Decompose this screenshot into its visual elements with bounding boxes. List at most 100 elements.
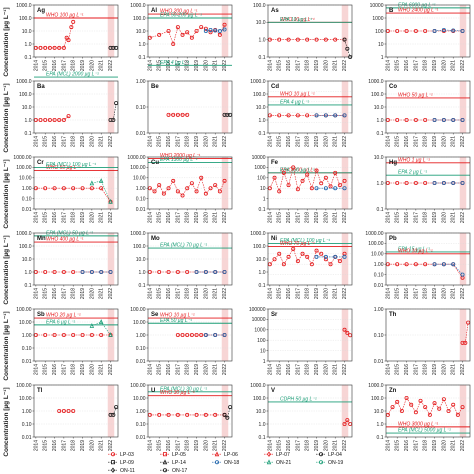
plot-area [268, 233, 352, 285]
x-tick-label: 2019 [80, 364, 86, 375]
legend-label: ON-21 [276, 460, 291, 466]
y-tick-label: 1.0 [139, 42, 146, 48]
y-tick-label: 100 [257, 338, 266, 344]
guideline-label: WHO 10 µg L⁻¹ [280, 91, 315, 97]
data-point-lp-03 [185, 186, 190, 191]
data-point-lp-03 [180, 193, 185, 198]
data-point-lp-03 [295, 113, 300, 118]
x-tick-label: 2019 [432, 288, 438, 299]
x-tick-label: 2016 [286, 212, 292, 223]
data-point-lp-03 [38, 118, 43, 123]
data-point-lp-03 [199, 332, 204, 337]
panel-label: V [271, 388, 275, 394]
data-point-on-18 [432, 28, 437, 33]
x-tick-label: 2022 [460, 288, 466, 299]
y-tick-label: 10000 [252, 317, 266, 323]
x-tick-label: 2014 [147, 212, 153, 223]
x-tick-label: 2020 [323, 440, 329, 451]
data-point-lp-04 [222, 112, 227, 117]
x-tick-label: 2022 [342, 440, 348, 451]
data-point-on-21 [108, 332, 113, 338]
data-point-lp-03 [222, 178, 227, 183]
x-tick-label: 2020 [323, 60, 329, 71]
y-tick-label: 1000.00 [13, 155, 31, 161]
guideline-label: EPA 6 µg L⁻¹ [46, 319, 75, 325]
x-tick-label: 2015 [157, 440, 163, 451]
x-tick-label: 2016 [166, 212, 172, 223]
x-tick-label: 2021 [213, 136, 219, 147]
data-point-lp-03 [395, 28, 400, 33]
y-axis-label-row-3: Concentration [µg L⁻¹] [3, 159, 10, 228]
x-tick-label: 2021 [333, 364, 339, 375]
x-tick-label: 2022 [460, 440, 466, 451]
x-tick-label: 2017 [413, 136, 419, 147]
panel-frame [33, 80, 119, 134]
guideline-label: EPA (MCL) 30 µg L⁻¹ [160, 386, 208, 392]
data-point-lp-03 [175, 332, 180, 337]
panel-frame [267, 4, 353, 58]
y-tick-label: 10.0 [22, 257, 32, 263]
x-tick-label: 2014 [267, 212, 273, 223]
guideline-label: EPA 2 µg L⁻¹ [398, 170, 427, 176]
guideline-label: EPA 10 µg L⁻¹ [280, 17, 312, 23]
x-tick-label: 2014 [385, 288, 391, 299]
y-tick-label: 1000 [372, 16, 383, 22]
x-tick-label: 2019 [80, 288, 86, 299]
series-line-on-18 [434, 29, 463, 32]
y-tick-label: 10.0 [374, 105, 384, 111]
y-tick-label: 1000.0 [368, 79, 384, 85]
panel-label: Ag [37, 8, 45, 14]
x-tick-label: 2019 [432, 60, 438, 71]
x-tick-label: 2018 [305, 212, 311, 223]
data-point-lp-03 [61, 408, 66, 413]
x-tick-label: 2021 [333, 136, 339, 147]
x-tick-label: 2018 [71, 212, 77, 223]
x-tick-label: 2016 [286, 136, 292, 147]
y-tick-label: 1.0 [259, 422, 266, 428]
y-tick-label: 10.0 [136, 257, 146, 263]
y-tick-label: 10.0 [374, 155, 384, 161]
x-tick-label: 2015 [395, 440, 401, 451]
x-tick-label: 2014 [385, 364, 391, 375]
y-tick-label: 1000.0 [250, 231, 266, 237]
data-point-on-18 [333, 254, 338, 259]
y-tick-label: 1.0 [377, 422, 384, 428]
x-tick-label: 2016 [404, 212, 410, 223]
x-tick-label: 2016 [52, 364, 58, 375]
y-tick-label: 0.01 [136, 435, 146, 441]
data-point-lp-03 [395, 180, 400, 185]
legend-entry-on-18: ON-18 [212, 460, 239, 466]
data-point-lp-03 [281, 262, 286, 267]
data-point-lp-03 [213, 412, 218, 417]
x-tick-label: 2016 [52, 288, 58, 299]
y-tick-label: 100 [375, 29, 384, 35]
data-point-lp-03 [69, 25, 74, 30]
y-tick-label: 0.1 [25, 131, 32, 137]
panel-label: Be [151, 84, 159, 90]
data-point-lp-03 [52, 118, 57, 123]
x-tick-label: 2014 [147, 364, 153, 375]
guideline-label: EPA 6000 µg L⁻¹ [398, 2, 436, 8]
y-tick-label: 100.0 [133, 244, 146, 250]
data-point-lp-03 [446, 408, 451, 413]
y-tick-label: 1.00 [136, 79, 146, 85]
data-point-lp-03 [66, 114, 71, 119]
data-point-lp-03 [57, 118, 62, 123]
data-point-lp-03 [314, 168, 319, 173]
panel-frame [385, 232, 471, 286]
data-point-lp-03 [305, 37, 310, 42]
y-tick-label: 0.01 [136, 359, 146, 365]
x-tick-label: 2019 [80, 60, 86, 71]
data-point-on-18 [314, 186, 319, 191]
guideline-label: WHO 200 µg L⁻¹ [160, 9, 198, 15]
x-tick-label: 2022 [460, 212, 466, 223]
y-tick-label: 0.1 [139, 55, 146, 61]
data-point-lp-03 [404, 180, 409, 185]
data-point-lp-04 [111, 412, 116, 417]
y-tick-label: 0.1 [259, 283, 266, 289]
data-point-lp-03 [286, 37, 291, 42]
data-point-lp-03 [404, 395, 409, 400]
